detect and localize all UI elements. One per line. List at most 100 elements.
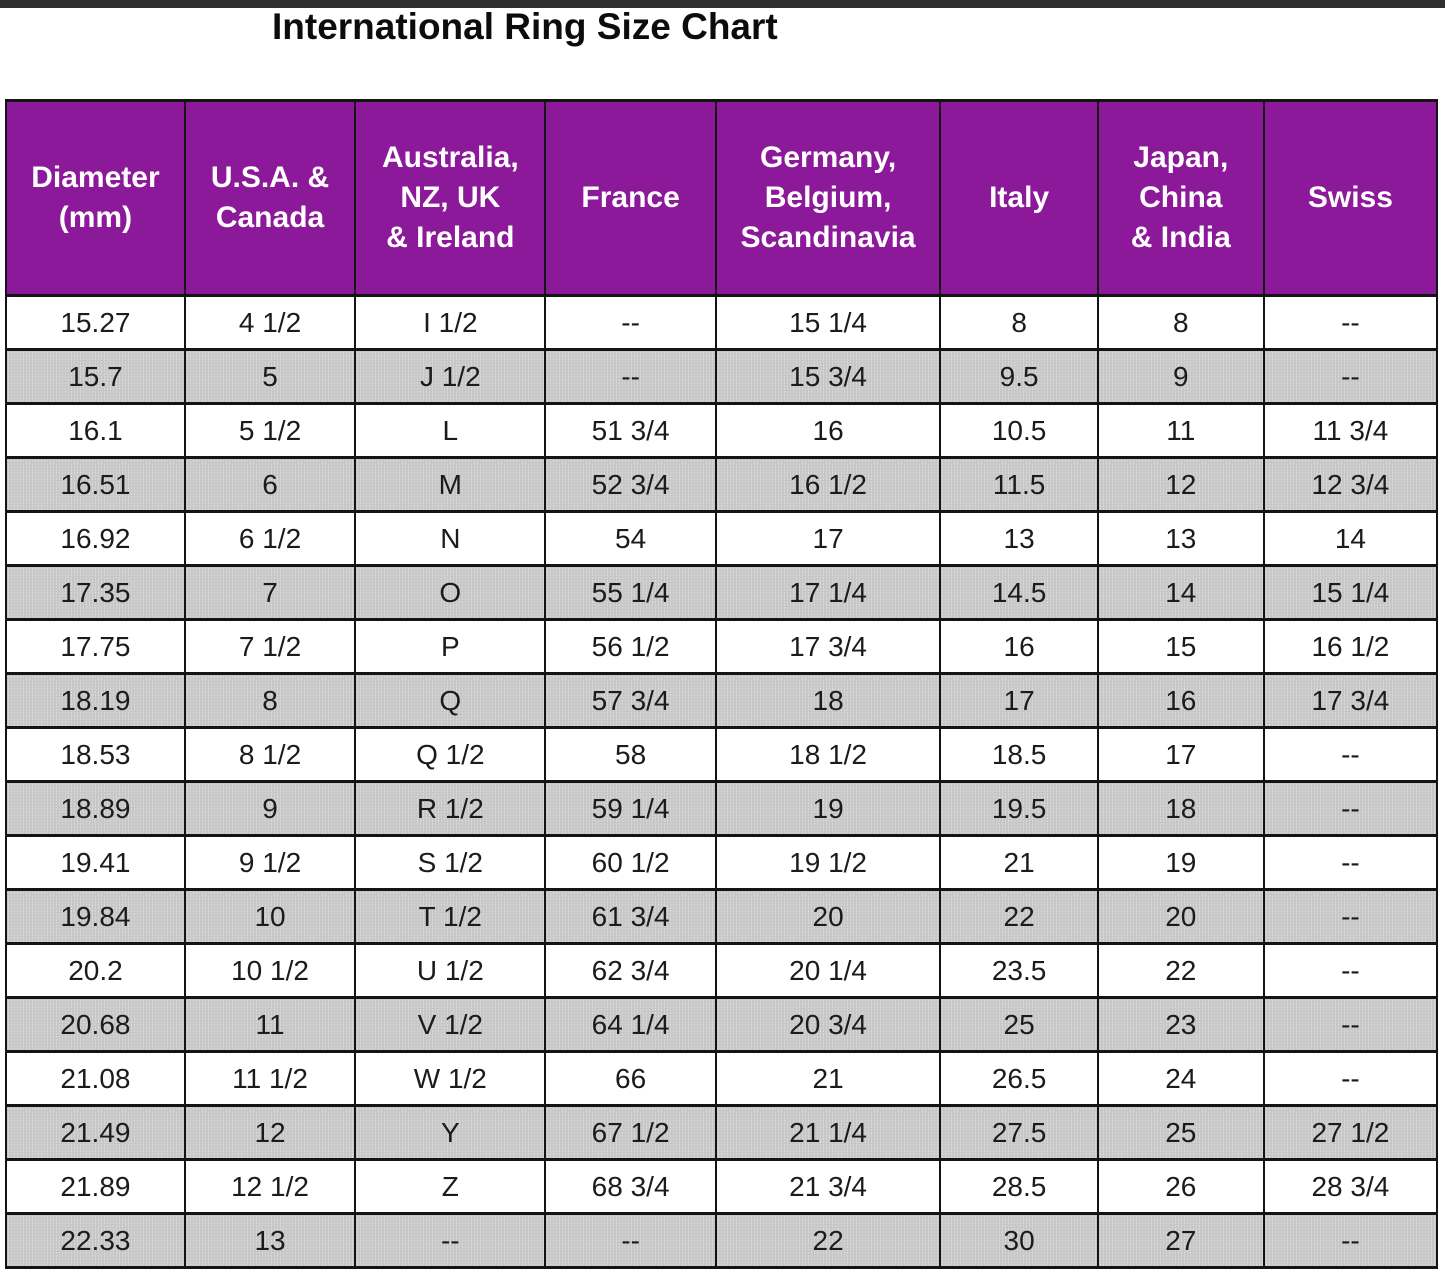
cell-france: 67 1/2: [544, 1104, 717, 1161]
cell-germany-belgium-scandinavia: 15 3/4: [714, 348, 942, 405]
cell-italy: 18.5: [939, 726, 1099, 783]
cell-france: 59 1/4: [544, 780, 717, 837]
cell-swiss: --: [1262, 1212, 1439, 1269]
column-header-line: Diameter: [31, 161, 160, 194]
top-border-bar: [0, 0, 1445, 8]
cell-germany-belgium-scandinavia: 17: [714, 510, 942, 567]
cell-diameter-mm: 22.33: [5, 1212, 186, 1269]
cell-swiss: --: [1262, 1050, 1439, 1107]
ring-size-table: Diameter (mm) U.S.A. & Canada Australia, NZ, …: [5, 99, 1439, 1269]
cell-usa-canada: 8 1/2: [183, 726, 357, 783]
column-header-line: Swiss: [1307, 181, 1393, 214]
column-header-line: Scandinavia: [740, 221, 916, 254]
cell-italy: 16: [939, 618, 1099, 675]
column-header-line: Germany,: [759, 141, 897, 174]
cell-diameter-mm: 15.27: [5, 294, 186, 351]
cell-swiss: --: [1262, 996, 1439, 1053]
cell-diameter-mm: 18.19: [5, 672, 186, 729]
cell-germany-belgium-scandinavia: 20 1/4: [714, 942, 942, 999]
cell-japan-china-india: 25: [1096, 1104, 1265, 1161]
cell-france: 58: [544, 726, 717, 783]
cell-usa-canada: 7: [183, 564, 357, 621]
cell-italy: 21: [939, 834, 1099, 891]
cell-france: 60 1/2: [544, 834, 717, 891]
cell-italy: 10.5: [939, 402, 1099, 459]
cell-australia-nz-uk-ireland: O: [354, 564, 547, 621]
cell-italy: 30: [939, 1212, 1099, 1269]
cell-swiss: --: [1262, 726, 1439, 783]
table-row: 20.68 11 V 1/2 64 1/4 20 3/4 25 23 --: [5, 996, 1439, 1053]
cell-germany-belgium-scandinavia: 19: [714, 780, 942, 837]
table-row: 15.7 5 J 1/2 -- 15 3/4 9.5 9 --: [5, 348, 1439, 405]
table-row: 20.2 10 1/2 U 1/2 62 3/4 20 1/4 23.5 22 --: [5, 942, 1439, 999]
cell-italy: 26.5: [939, 1050, 1099, 1107]
column-header-line: Japan,: [1133, 141, 1229, 174]
cell-japan-china-india: 20: [1096, 888, 1265, 945]
cell-australia-nz-uk-ireland: I 1/2: [354, 294, 547, 351]
table-body: 15.27 4 1/2 I 1/2 -- 15 1/4 8 8 -- 15.7 5 J 1/2 -- 1…: [5, 294, 1439, 1269]
column-header-line: NZ, UK: [400, 181, 501, 214]
cell-usa-canada: 11: [183, 996, 357, 1053]
cell-france: 57 3/4: [544, 672, 717, 729]
cell-italy: 22: [939, 888, 1099, 945]
cell-germany-belgium-scandinavia: 22: [714, 1212, 942, 1269]
cell-japan-china-india: 11: [1096, 402, 1265, 459]
cell-australia-nz-uk-ireland: Q: [354, 672, 547, 729]
table-row: 19.41 9 1/2 S 1/2 60 1/2 19 1/2 21 19 --: [5, 834, 1439, 891]
cell-italy: 28.5: [939, 1158, 1099, 1215]
cell-usa-canada: 5 1/2: [183, 402, 357, 459]
header-row: Diameter (mm) U.S.A. & Canada Australia, NZ, …: [5, 99, 1439, 297]
cell-usa-canada: 6: [183, 456, 357, 513]
table-row: 17.75 7 1/2 P 56 1/2 17 3/4 16 15 16 1/2: [5, 618, 1439, 675]
cell-japan-china-india: 22: [1096, 942, 1265, 999]
cell-diameter-mm: 19.41: [5, 834, 186, 891]
cell-japan-china-india: 15: [1096, 618, 1265, 675]
table-row: 19.84 10 T 1/2 61 3/4 20 22 20 --: [5, 888, 1439, 945]
cell-swiss: 16 1/2: [1262, 618, 1439, 675]
cell-italy: 19.5: [939, 780, 1099, 837]
table-row: 22.33 13 -- -- 22 30 27 --: [5, 1212, 1439, 1269]
cell-japan-china-india: 27: [1096, 1212, 1265, 1269]
page-title: International Ring Size Chart: [272, 6, 778, 47]
column-header-australia-nz-uk-ireland: Australia, NZ, UK & Ireland: [354, 99, 547, 297]
cell-france: --: [544, 294, 717, 351]
cell-usa-canada: 6 1/2: [183, 510, 357, 567]
cell-japan-china-india: 18: [1096, 780, 1265, 837]
cell-italy: 17: [939, 672, 1099, 729]
cell-swiss: 14: [1262, 510, 1439, 567]
cell-germany-belgium-scandinavia: 21: [714, 1050, 942, 1107]
cell-usa-canada: 4 1/2: [183, 294, 357, 351]
cell-diameter-mm: 21.89: [5, 1158, 186, 1215]
cell-germany-belgium-scandinavia: 17 1/4: [714, 564, 942, 621]
cell-france: 61 3/4: [544, 888, 717, 945]
cell-diameter-mm: 20.68: [5, 996, 186, 1053]
column-header-line: France: [581, 181, 680, 214]
cell-australia-nz-uk-ireland: T 1/2: [354, 888, 547, 945]
cell-france: 51 3/4: [544, 402, 717, 459]
cell-japan-china-india: 8: [1096, 294, 1265, 351]
cell-swiss: 17 3/4: [1262, 672, 1439, 729]
cell-italy: 13: [939, 510, 1099, 567]
cell-diameter-mm: 15.7: [5, 348, 186, 405]
table-row: 21.08 11 1/2 W 1/2 66 21 26.5 24 --: [5, 1050, 1439, 1107]
cell-australia-nz-uk-ireland: L: [354, 402, 547, 459]
cell-diameter-mm: 19.84: [5, 888, 186, 945]
cell-france: 52 3/4: [544, 456, 717, 513]
cell-diameter-mm: 20.2: [5, 942, 186, 999]
cell-australia-nz-uk-ireland: --: [354, 1212, 547, 1269]
table-row: 16.1 5 1/2 L 51 3/4 16 10.5 11 11 3/4: [5, 402, 1439, 459]
column-header-diameter-mm: Diameter (mm): [5, 99, 186, 297]
column-header-line: U.S.A. &: [210, 161, 330, 194]
cell-swiss: --: [1262, 348, 1439, 405]
cell-germany-belgium-scandinavia: 21 3/4: [714, 1158, 942, 1215]
cell-swiss: 15 1/4: [1262, 564, 1439, 621]
cell-usa-canada: 9: [183, 780, 357, 837]
cell-usa-canada: 11 1/2: [183, 1050, 357, 1107]
cell-italy: 8: [939, 294, 1099, 351]
cell-usa-canada: 12 1/2: [183, 1158, 357, 1215]
cell-swiss: 27 1/2: [1262, 1104, 1439, 1161]
table-row: 18.53 8 1/2 Q 1/2 58 18 1/2 18.5 17 --: [5, 726, 1439, 783]
cell-germany-belgium-scandinavia: 19 1/2: [714, 834, 942, 891]
column-header-swiss: Swiss: [1262, 99, 1439, 297]
cell-italy: 11.5: [939, 456, 1099, 513]
